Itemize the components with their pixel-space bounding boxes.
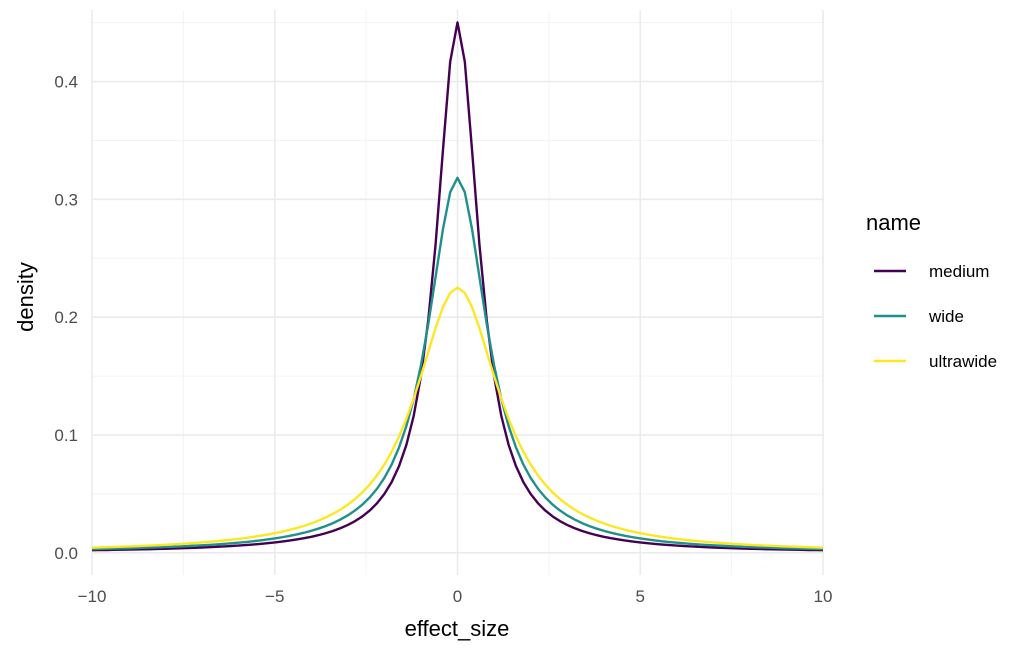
y-axis-title: density	[13, 262, 38, 332]
x-tick-label: −5	[265, 587, 284, 606]
series-line-wide	[91, 176, 824, 551]
legend-label-ultrawide: ultrawide	[929, 352, 997, 371]
legend-title: name	[866, 210, 921, 235]
series-line-medium	[91, 21, 824, 552]
y-axis-ticks: 0.0 0.1 0.2 0.3 0.4	[54, 73, 78, 563]
x-tick-label: 5	[636, 587, 645, 606]
y-tick-label: 0.1	[54, 426, 78, 445]
grid	[91, 10, 824, 575]
y-tick-label: 0.2	[54, 308, 78, 327]
legend-items: medium wide ultrawide	[874, 262, 997, 371]
y-tick-label: 0.4	[54, 73, 78, 92]
x-tick-label: 10	[814, 587, 833, 606]
y-tick-label: 0.3	[54, 190, 78, 209]
x-tick-label: 0	[453, 587, 462, 606]
x-axis-title: effect_size	[405, 616, 510, 641]
legend: name medium wide ultrawide	[866, 210, 997, 371]
legend-label-wide: wide	[928, 307, 964, 326]
x-tick-label: −10	[78, 587, 107, 606]
series-line-ultrawide	[91, 286, 824, 549]
y-tick-label: 0.0	[54, 544, 78, 563]
legend-label-medium: medium	[929, 262, 989, 281]
series-lines	[91, 21, 824, 552]
x-axis-ticks: −10 −5 0 5 10	[78, 587, 833, 606]
